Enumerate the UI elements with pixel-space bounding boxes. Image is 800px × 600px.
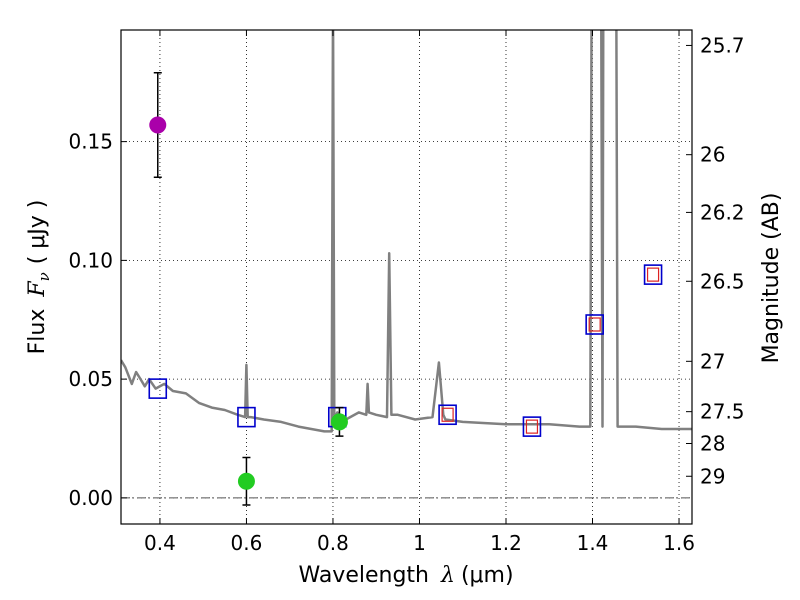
plot-frame <box>120 29 693 525</box>
y-tick-label: 0.15 <box>68 130 113 154</box>
photometry-markers <box>148 72 663 506</box>
x-tick-label: 1.4 <box>577 531 609 555</box>
y2-tick-label: 26 <box>700 143 725 167</box>
y2-tick-label: 25.7 <box>700 33 745 57</box>
x-tick-label: 0.8 <box>317 531 349 555</box>
observed-flux-point <box>330 413 348 431</box>
model-spectrum <box>121 30 692 433</box>
model-sed-line <box>121 30 692 433</box>
synthetic-photometry-square <box>525 419 539 434</box>
model-photometry-square <box>438 404 457 426</box>
model-photometry-square <box>643 264 663 285</box>
y-tick-label: 0.10 <box>68 248 113 272</box>
y2-tick-label: 26.2 <box>700 200 745 224</box>
synthetic-photometry-square <box>646 267 660 282</box>
x-tick-label: 0.4 <box>144 531 176 555</box>
observed-flux-point <box>237 472 255 490</box>
y-axis-label: FluxFν( μJy ) <box>25 200 53 355</box>
x-tick-label: 1.2 <box>490 531 522 555</box>
y2-axis-label: Magnitude (AB) <box>759 193 784 364</box>
synthetic-photometry-square <box>441 407 454 422</box>
model-photometry-square <box>237 406 256 428</box>
model-photometry-square <box>148 378 168 399</box>
y2-tick-label: 27 <box>700 349 725 373</box>
x-tick-label: 1 <box>413 531 426 555</box>
y2-tick-label: 27.5 <box>700 400 745 424</box>
x-axis-label: Wavelength λ (μm) <box>298 563 513 588</box>
y2-tick-label: 28 <box>700 431 725 455</box>
synthetic-photometry-square <box>588 317 601 332</box>
y2-tick-label: 29 <box>700 464 725 488</box>
model-photometry-square <box>522 416 542 437</box>
x-tick-label: 0.6 <box>231 531 263 555</box>
y2-tick-label: 26.5 <box>700 269 745 293</box>
x-tick-label: 1.6 <box>663 531 695 555</box>
model-photometry-square <box>585 314 604 335</box>
y-tick-label: 0.05 <box>68 367 113 391</box>
observed-flux-point <box>149 116 167 134</box>
axis-ticks: 0.4 0.6 0.8 1 1.2 1.4 1.6 0.00 0.05 0.10 0.15 25.7 2… <box>68 30 745 555</box>
y-tick-label: 0.00 <box>68 486 113 510</box>
